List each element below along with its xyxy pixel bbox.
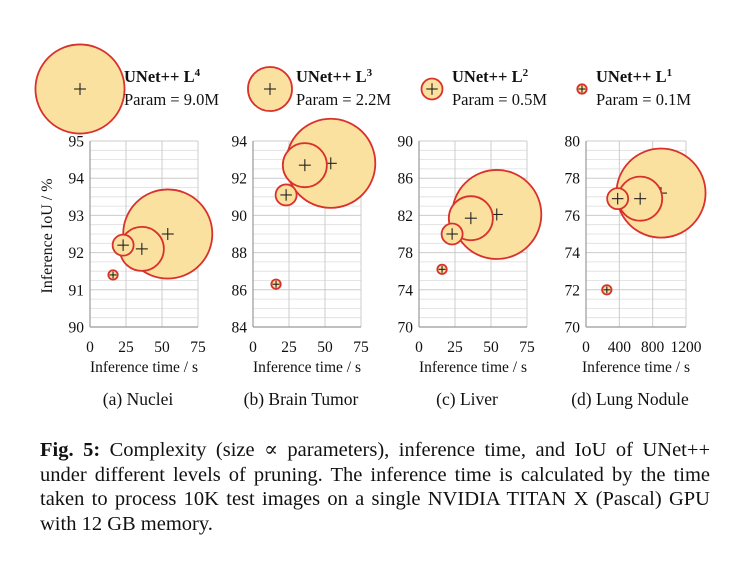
legend-marker-2 [247,66,293,112]
x-tick-label: 0 [415,339,423,356]
y-tick-label: 86 [398,171,414,188]
x-tick-label: 50 [483,339,499,356]
y-tick-label: 92 [69,245,85,262]
y-tick-label: 78 [565,171,581,188]
x-tick-label: 50 [317,339,333,356]
y-tick-label: 80 [565,134,581,151]
y-tick-label: 94 [232,134,248,151]
y-tick-label: 70 [565,320,581,337]
data-point-l1 [107,269,119,281]
x-axis-label: Inference time / s [419,359,527,376]
data-point-l3 [281,142,328,189]
y-tick-label: 74 [398,282,414,299]
shared-y-axis-label: Inference IoU / % [39,178,56,293]
legend-param-1: Param = 9.0M [124,90,219,109]
data-point-l2 [440,222,464,246]
y-tick-label: 90 [232,208,248,225]
x-tick-label: 800 [641,339,665,356]
x-tick-label: 75 [190,339,206,356]
x-tick-label: 1200 [671,339,702,356]
panel-subtitle: (b) Brain Tumor [244,389,359,409]
legend-title-2: UNet++ L3 [296,67,373,86]
x-tick-label: 75 [353,339,369,356]
y-tick-label: 78 [398,245,414,262]
panel-subtitle: (a) Nuclei [103,389,174,409]
chart-panel-1: 90 91 92 93 94 95 0 25 50 75 Inference time / s (a)… [69,134,214,409]
x-tick-label: 0 [249,339,257,356]
x-tick-label: 25 [118,339,134,356]
x-tick-label: 25 [447,339,463,356]
legend-param-2: Param = 2.2M [296,90,391,109]
y-tick-label: 94 [69,171,85,188]
x-tick-label: 75 [519,339,535,356]
figure-caption: Fig. 5: Complexity (size ∝ parameters), … [40,438,710,536]
data-point-l1 [436,263,448,275]
panel-subtitle: (d) Lung Nodule [571,389,689,409]
caption-label: Fig. 5: [40,439,101,461]
data-point-l3 [617,175,664,222]
y-tick-label: 93 [69,208,85,225]
y-tick-label: 82 [398,208,414,225]
y-tick-label: 92 [232,171,248,188]
y-tick-label: 76 [565,208,581,225]
y-tick-label: 84 [232,320,248,337]
y-tick-label: 70 [398,320,414,337]
x-axis-label: Inference time / s [582,359,690,376]
chart-panel-3: 70 74 78 82 86 90 0 25 50 75 Inference time / s (c)… [398,134,543,409]
x-tick-label: 0 [86,339,94,356]
legend-title-3: UNet++ L2 [452,67,529,86]
x-axis-label: Inference time / s [90,359,198,376]
x-tick-label: 400 [608,339,632,356]
y-tick-label: 95 [69,134,85,151]
data-point-l2 [606,187,630,211]
legend-marker-4 [576,83,588,95]
legend-param-3: Param = 0.5M [452,90,547,109]
figure-canvas: UNet++ L4 Param = 9.0M UNet++ L3 Param = 2.… [34,43,707,409]
y-tick-label: 90 [69,320,85,337]
legend-marker-3 [420,77,444,101]
x-tick-label: 50 [154,339,170,356]
chart-panel-2: 84 86 88 90 92 94 0 25 50 75 Inference time / s (b)… [232,117,377,409]
data-point-l1 [270,278,282,290]
y-tick-label: 90 [398,134,414,151]
x-axis-label: Inference time / s [253,359,361,376]
y-tick-label: 74 [565,245,581,262]
x-tick-label: 0 [582,339,590,356]
legend-title-1: UNet++ L4 [124,67,201,86]
caption-text: Complexity (size ∝ parameters), inferenc… [40,439,711,535]
legend-param-4: Param = 0.1M [596,90,691,109]
data-point-l2 [274,183,298,207]
y-tick-label: 72 [565,282,581,299]
data-point-l1 [601,284,613,296]
y-tick-label: 88 [232,245,248,262]
x-tick-label: 25 [281,339,297,356]
data-point-l2 [111,233,135,257]
y-tick-label: 91 [69,282,85,299]
panel-subtitle: (c) Liver [436,389,498,409]
legend-title-4: UNet++ L1 [596,67,672,86]
legend-marker-1 [34,43,126,135]
y-tick-label: 86 [232,282,248,299]
